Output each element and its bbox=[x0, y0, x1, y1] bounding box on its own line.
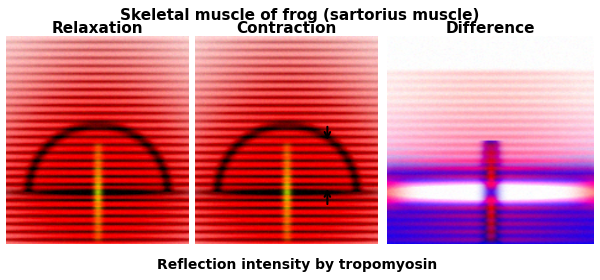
Title: Difference: Difference bbox=[446, 21, 535, 36]
Title: Contraction: Contraction bbox=[236, 21, 337, 36]
Text: Reflection intensity by tropomyosin: Reflection intensity by tropomyosin bbox=[157, 258, 437, 272]
Title: Relaxation: Relaxation bbox=[52, 21, 143, 36]
Text: Skeletal muscle of frog (sartorius muscle): Skeletal muscle of frog (sartorius muscl… bbox=[121, 8, 479, 24]
